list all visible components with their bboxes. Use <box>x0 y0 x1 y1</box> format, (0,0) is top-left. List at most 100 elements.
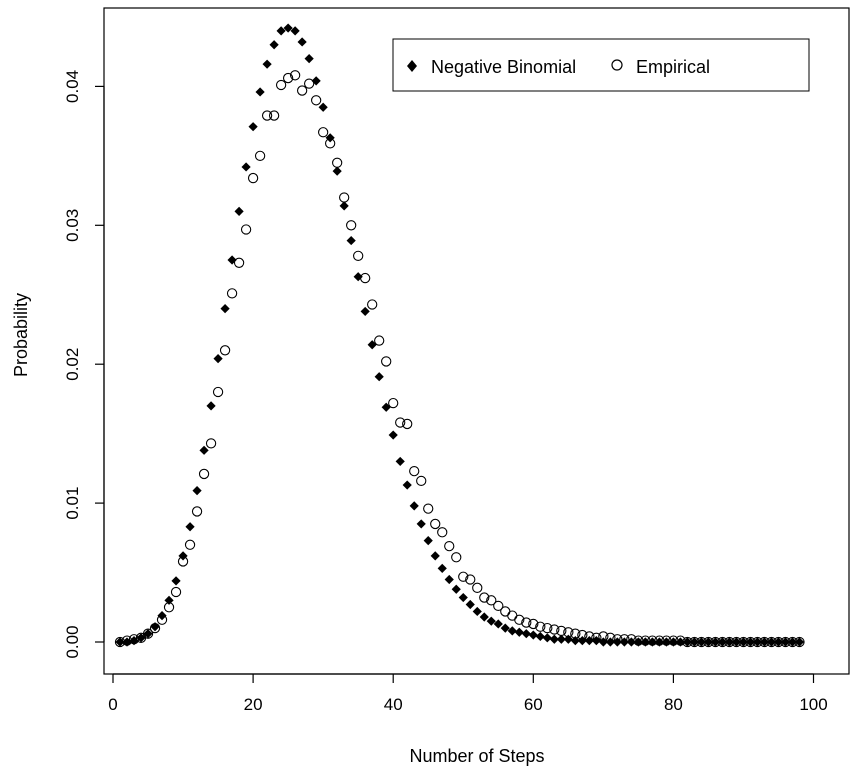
empirical-point <box>661 635 672 646</box>
nb-point <box>689 637 700 647</box>
nb-point <box>549 634 559 644</box>
nb-point <box>437 563 447 573</box>
nb-point <box>402 480 412 490</box>
series-negative-binomial <box>115 23 805 647</box>
nb-point <box>731 637 742 647</box>
nb-point <box>787 637 798 647</box>
nb-point <box>409 501 419 511</box>
empirical-point <box>507 610 518 621</box>
nb-point <box>500 623 510 633</box>
empirical-point <box>212 386 224 398</box>
nb-point <box>514 627 524 637</box>
x-tick-label: 20 <box>244 695 263 714</box>
empirical-point <box>486 595 497 606</box>
empirical-point <box>598 631 609 642</box>
empirical-point <box>254 150 266 161</box>
empirical-point <box>388 397 399 409</box>
empirical-point <box>184 539 196 550</box>
empirical-point <box>275 79 287 91</box>
empirical-point <box>205 438 217 449</box>
empirical-point <box>317 127 329 138</box>
legend-box <box>392 38 810 92</box>
nb-point <box>255 87 265 97</box>
y-tick-label: 0.01 <box>63 487 82 520</box>
empirical-point <box>240 224 252 235</box>
empirical-point <box>114 636 126 648</box>
nb-point <box>213 354 223 364</box>
empirical-point <box>360 272 371 284</box>
x-axis-title: Number of Steps <box>409 746 544 766</box>
empirical-point <box>759 636 770 648</box>
nb-point <box>262 59 272 69</box>
nb-point <box>486 616 496 626</box>
nb-point <box>374 372 384 382</box>
empirical-point <box>367 299 378 310</box>
nb-point <box>283 23 293 33</box>
empirical-point <box>282 72 294 84</box>
empirical-point <box>521 617 532 628</box>
empirical-point <box>156 614 168 625</box>
empirical-point <box>451 552 462 563</box>
empirical-point <box>752 636 763 648</box>
empirical-point <box>591 632 602 643</box>
nb-point <box>479 612 489 622</box>
empirical-point <box>647 635 658 646</box>
x-axis: 0 20 40 60 80 100 <box>108 673 828 714</box>
empirical-point <box>458 571 469 582</box>
empirical-point <box>289 70 301 81</box>
empirical-point <box>570 628 581 639</box>
y-axis-title: Probability <box>11 293 31 377</box>
empirical-point <box>268 110 280 121</box>
empirical-point <box>198 468 210 480</box>
empirical-point <box>303 78 315 89</box>
nb-point <box>423 536 433 546</box>
nb-point <box>199 445 209 455</box>
nb-point <box>150 622 160 632</box>
empirical-point <box>191 506 203 517</box>
empirical-point <box>724 636 735 648</box>
y-tick-label: 0.00 <box>63 625 82 658</box>
empirical-point <box>542 622 553 634</box>
empirical-point <box>409 466 420 477</box>
empirical-point <box>640 635 651 646</box>
empirical-point <box>612 634 623 645</box>
nb-point <box>395 456 405 467</box>
nb-point <box>339 201 349 211</box>
x-tick-label: 0 <box>108 695 117 714</box>
nb-point <box>458 592 468 603</box>
empirical-point <box>556 625 567 637</box>
empirical-point <box>780 636 791 648</box>
empirical-point <box>142 628 154 639</box>
empirical-point <box>374 335 385 346</box>
empirical-point <box>247 172 259 184</box>
empirical-point <box>219 345 231 356</box>
empirical-point <box>696 636 707 648</box>
empirical-point <box>605 632 616 643</box>
empirical-point <box>177 556 189 567</box>
empirical-point <box>325 138 336 149</box>
nb-point <box>241 162 251 172</box>
nb-point <box>710 637 721 647</box>
nb-point <box>745 637 756 647</box>
nb-point <box>794 637 805 647</box>
legend: Negative Binomial Empirical <box>392 38 810 92</box>
empirical-point <box>563 627 574 638</box>
nb-point <box>206 401 216 411</box>
nb-point <box>248 122 258 132</box>
y-tick-label: 0.04 <box>63 70 82 103</box>
empirical-point <box>163 602 175 613</box>
empirical-point <box>346 220 357 231</box>
x-tick-label: 40 <box>384 695 403 714</box>
nb-point <box>563 634 573 644</box>
empirical-point <box>261 110 273 121</box>
legend-circle-icon <box>611 59 623 71</box>
empirical-point <box>626 634 637 645</box>
empirical-point <box>233 257 245 268</box>
empirical-point <box>402 418 413 430</box>
empirical-point <box>339 192 350 203</box>
empirical-point <box>675 635 686 646</box>
nb-point <box>752 637 763 647</box>
nb-point <box>332 166 342 176</box>
y-axis: 0.00 0.01 0.02 0.03 0.04 <box>63 70 105 659</box>
empirical-point <box>121 635 133 646</box>
